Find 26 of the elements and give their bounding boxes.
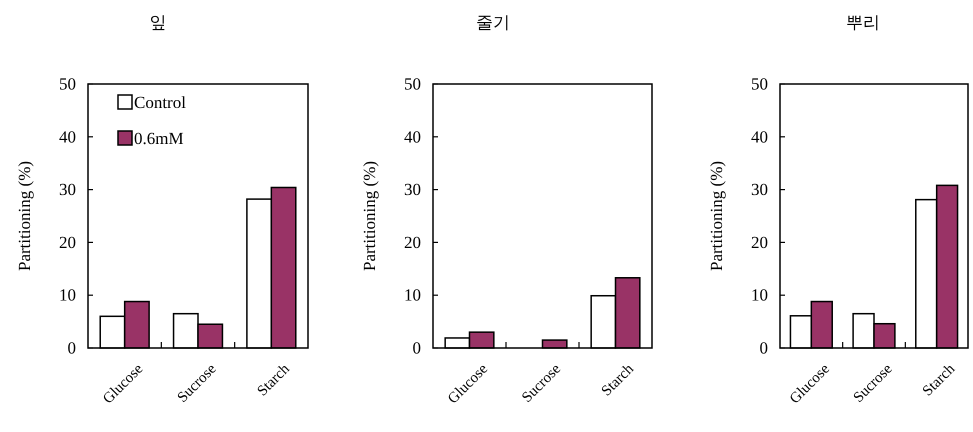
y-tick-label: 40 (751, 127, 768, 146)
legend-label: 0.6mM (134, 129, 184, 148)
y-tick-label: 0 (68, 338, 76, 358)
chart-title: 잎 (150, 13, 166, 33)
y-tick-label: 20 (59, 232, 76, 252)
y-tick-label: 30 (751, 180, 768, 200)
chart-title: 줄기 (476, 13, 510, 33)
y-tick-label: 30 (404, 180, 421, 200)
y-tick-label: 40 (59, 127, 76, 146)
y-tick-label: 10 (59, 286, 76, 305)
y-tick-label: 0 (760, 338, 768, 358)
y-tick-label: 40 (404, 127, 421, 146)
y-tick-label: 50 (404, 74, 421, 94)
y-tick-label: 0 (412, 338, 421, 358)
legend-label: Control (134, 93, 186, 112)
y-tick-label: 20 (751, 232, 768, 252)
y-tick-label: 30 (59, 180, 76, 200)
y-tick-label: 20 (404, 232, 421, 252)
chart-title: 뿌리 (846, 13, 880, 33)
y-tick-label: 50 (59, 74, 76, 94)
y-tick-label: 10 (404, 286, 421, 305)
y-tick-label: 10 (751, 286, 768, 305)
y-axis-title: Partitioning (%) (707, 160, 726, 272)
y-axis-title: Partitioning (%) (360, 160, 379, 272)
y-axis-title: Partitioning (%) (15, 160, 34, 272)
y-tick-label: 50 (751, 74, 768, 94)
